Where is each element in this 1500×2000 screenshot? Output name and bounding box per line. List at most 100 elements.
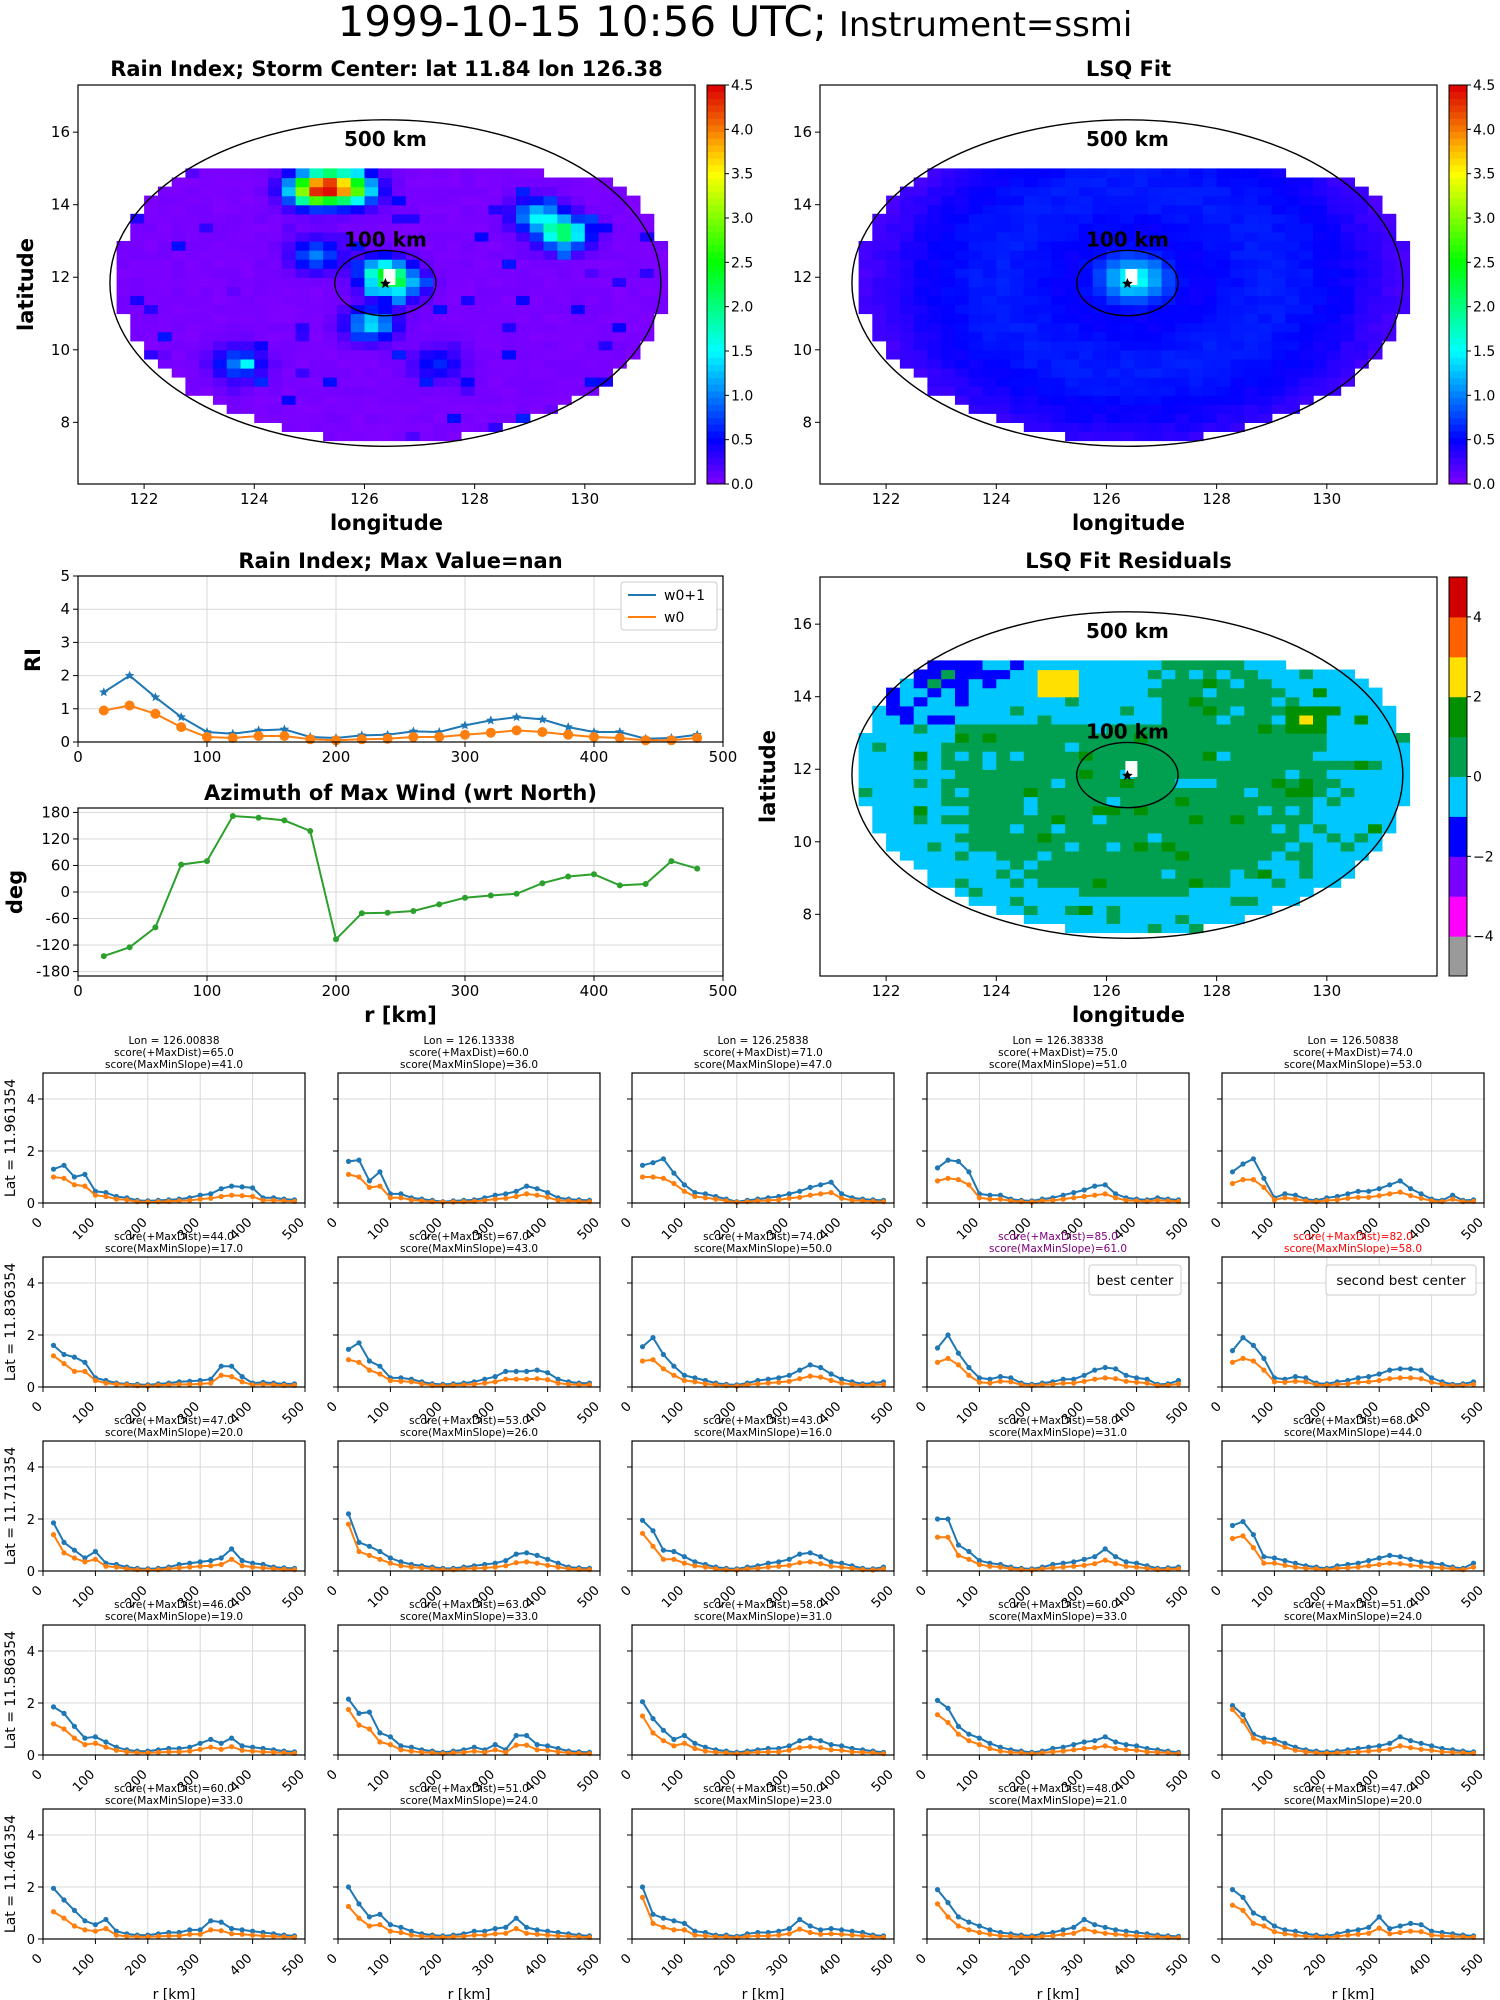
fit-cell [1381, 259, 1397, 269]
fit-colorbar-cell [1449, 211, 1467, 219]
fit-cell [1106, 413, 1121, 423]
ri-cell [309, 386, 324, 396]
ri-cell [557, 340, 572, 351]
grid-score-maxdist: score(+MaxDist)=58.0 [703, 1599, 823, 1611]
ri-cell [433, 322, 448, 333]
ri-cell [185, 358, 200, 369]
grid-r1c3-point [660, 1156, 667, 1162]
fit-cell [1134, 241, 1149, 251]
fit-cell [1299, 241, 1314, 251]
ri-cell [350, 186, 366, 197]
res-cell [1395, 796, 1411, 807]
fit-cell [872, 231, 887, 242]
ri-cell [543, 186, 558, 197]
fit-cell [1271, 331, 1287, 342]
fit-cell [1230, 422, 1245, 432]
azimuth-point [565, 873, 572, 880]
grid-score-maxdist: score(+MaxDist)=60.0 [409, 1047, 529, 1059]
res-colorbar-cell [1449, 969, 1467, 977]
fit-cell [1271, 377, 1287, 387]
fit-cell [1092, 204, 1108, 215]
fit-cell [1271, 386, 1287, 396]
res-cell [1326, 696, 1342, 707]
res-cell [1244, 733, 1259, 743]
res-cell [982, 669, 997, 680]
ri-profile-point [279, 724, 290, 734]
ri-cell [309, 241, 324, 251]
fit-cell [1010, 322, 1025, 333]
fit-cell [1326, 331, 1342, 342]
ri-cell [281, 413, 297, 423]
grid-r4c2-point [545, 1743, 551, 1749]
fit-cell [1010, 395, 1025, 405]
grid-r4c3-point [650, 1730, 656, 1736]
fit-colorbar-cell [1449, 164, 1467, 172]
fit-cell [1285, 195, 1300, 206]
res-cell [1023, 778, 1039, 788]
fit-colorbar-label: 3.0 [1473, 211, 1495, 227]
grid-r1c5-point [1250, 1177, 1256, 1183]
ri-cell [364, 177, 379, 188]
res-cell [1037, 859, 1052, 870]
ri-cell [213, 177, 228, 188]
ri-cell [350, 268, 366, 278]
ri-cell [612, 268, 627, 278]
fit-cell [968, 322, 984, 333]
fit-cell [1216, 377, 1231, 387]
grid-r2c3-xtick-label: 100 [659, 1399, 687, 1427]
grid-row-label: Lat = 11.711354 [3, 1447, 19, 1565]
res-cell [1271, 859, 1287, 870]
res-cell [1161, 769, 1176, 779]
fit-cell [1381, 268, 1397, 278]
grid-r1c1-series-line [53, 1164, 295, 1202]
res-cell [968, 714, 984, 725]
ri-cell [571, 367, 586, 378]
ri-profile-point [486, 715, 496, 725]
ri-cell [612, 358, 627, 369]
ri-colorbar-label: 1.5 [731, 344, 753, 360]
ri-cell [502, 377, 517, 387]
fit-cell [1216, 404, 1231, 414]
fit-cell [941, 277, 956, 287]
res-cell [1175, 678, 1190, 689]
res-cell [955, 859, 970, 870]
fit-cell [1354, 340, 1369, 351]
ri-cell [268, 395, 283, 405]
ri-cell [433, 395, 448, 405]
grid-r3c4-point [997, 1564, 1004, 1570]
grid-r2c1-point [61, 1361, 67, 1367]
res-cell [1051, 787, 1066, 798]
res-cell [1175, 850, 1190, 861]
fit-cell [899, 204, 915, 215]
grid-r1c3-point [776, 1197, 782, 1203]
res-cell [1023, 832, 1039, 843]
res-cell [1092, 769, 1108, 779]
res-colorbar-cell [1449, 736, 1467, 744]
ri-cell [419, 304, 434, 315]
grid-r2c5-point [1282, 1379, 1288, 1385]
ri-cell [447, 331, 462, 342]
grid-r2c5-point [1229, 1359, 1236, 1365]
fit-cell [1368, 313, 1383, 324]
fit-cell [1010, 404, 1025, 414]
grid-r4c1-point [239, 1743, 245, 1749]
ri-cell [653, 241, 669, 251]
fit-cell [1216, 222, 1231, 233]
fit-cell [1120, 404, 1135, 414]
fit-cell [1244, 195, 1259, 206]
res-cell [1065, 660, 1080, 671]
grid-r4c4-point [1092, 1745, 1098, 1751]
res-cell [1313, 687, 1328, 698]
res-cell [1161, 742, 1176, 752]
ri-cell [240, 404, 255, 414]
ri-cell [405, 322, 421, 333]
ri-cell [336, 377, 352, 387]
ri-cell [213, 250, 228, 260]
ri-cell [433, 413, 448, 423]
ri-cell [116, 295, 131, 306]
fit-ytick-label: 16 [793, 123, 812, 141]
ri-cell [378, 168, 393, 179]
res-cell [1258, 678, 1273, 689]
res-cell [982, 705, 997, 716]
ri-cell [281, 222, 297, 233]
